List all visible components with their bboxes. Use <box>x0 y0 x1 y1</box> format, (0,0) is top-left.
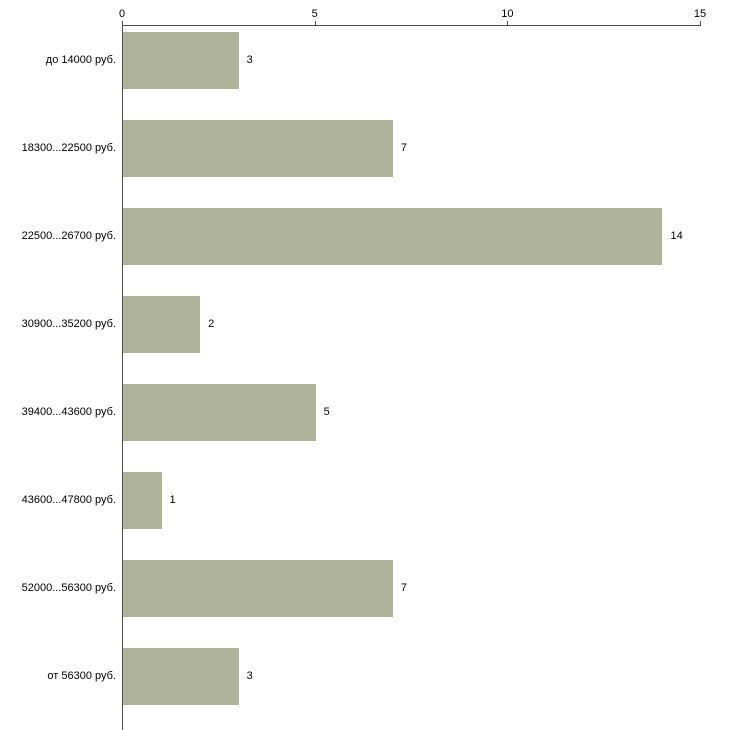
x-tick <box>314 21 316 25</box>
value-label: 2 <box>208 317 215 330</box>
x-tick-label: 10 <box>501 8 514 20</box>
category-label: 18300...22500 руб. <box>21 141 116 154</box>
bar-row: 52000...56300 руб. 7 <box>0 560 730 617</box>
value-label: 1 <box>169 493 176 506</box>
x-tick <box>700 21 701 25</box>
category-label: до 14000 руб. <box>45 53 116 66</box>
category-label: 52000...56300 руб. <box>21 581 116 594</box>
bar-row: от 56300 руб. 3 <box>0 648 730 705</box>
bar <box>123 296 201 353</box>
bar-row: 39400...43600 руб. 5 <box>0 384 730 441</box>
value-label: 3 <box>246 53 253 66</box>
bar-row: до 14000 руб. 3 <box>0 32 730 89</box>
category-label: от 56300 руб. <box>47 669 116 682</box>
value-label: 5 <box>323 405 330 418</box>
bar <box>123 208 663 265</box>
bar <box>123 32 239 89</box>
x-axis-line <box>122 25 701 26</box>
bar <box>123 120 393 177</box>
bar-row: 22500...26700 руб. 14 <box>0 208 730 265</box>
bar-row: 30900...35200 руб. 2 <box>0 296 730 353</box>
category-label: 30900...35200 руб. <box>21 317 116 330</box>
value-label: 7 <box>400 581 407 594</box>
x-tick-label: 0 <box>118 8 126 20</box>
bar <box>123 560 393 617</box>
bar-row: 43600...47800 руб. 1 <box>0 472 730 529</box>
bar-row: 18300...22500 руб. 7 <box>0 120 730 177</box>
category-label: 39400...43600 руб. <box>21 405 116 418</box>
x-tick-label: 15 <box>693 8 707 20</box>
x-tick <box>122 21 123 25</box>
category-label: 22500...26700 руб. <box>21 229 116 242</box>
x-tick <box>507 21 509 25</box>
bar <box>123 384 316 441</box>
y-axis-line <box>122 25 123 730</box>
x-tick-label: 5 <box>311 8 318 20</box>
bar <box>123 472 162 529</box>
bar <box>123 648 239 705</box>
value-label: 14 <box>670 229 683 242</box>
value-label: 3 <box>246 669 253 682</box>
value-label: 7 <box>400 141 407 154</box>
category-label: 43600...47800 руб. <box>21 493 116 506</box>
